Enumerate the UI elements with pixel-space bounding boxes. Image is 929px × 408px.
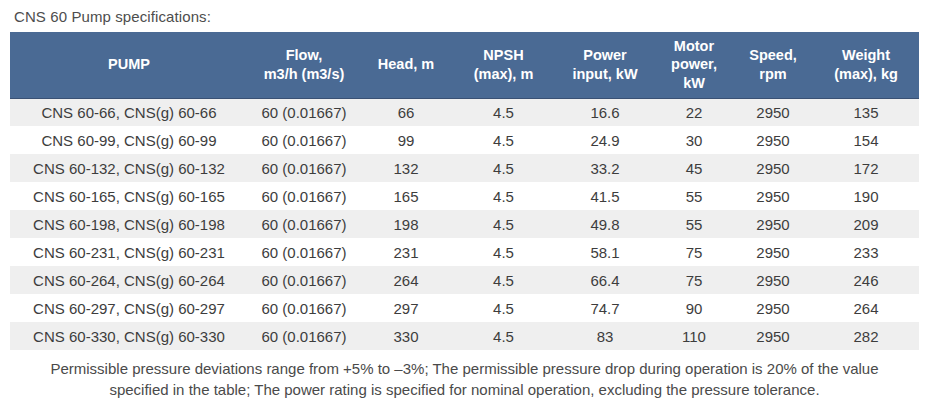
head-cell: 66	[360, 98, 452, 126]
pump-specifications-table: PUMP Flow, m3/h (m3/s) Head, m NPSH (max…	[10, 32, 919, 350]
motor-power-cell: 110	[655, 322, 733, 350]
column-header-pump: PUMP	[10, 32, 248, 98]
speed-cell: 2950	[733, 210, 813, 238]
header-row: PUMP Flow, m3/h (m3/s) Head, m NPSH (max…	[10, 32, 919, 98]
npsh-cell: 4.5	[452, 238, 555, 266]
npsh-cell: 4.5	[452, 210, 555, 238]
column-header-head: Head, m	[360, 32, 452, 98]
column-header-motor-power: Motor power, kW	[655, 32, 733, 98]
table-body: CNS 60-66, CNS(g) 60-6660 (0.01667)664.5…	[10, 98, 919, 350]
footnote: Permissible pressure deviations range fr…	[10, 359, 919, 400]
column-header-speed: Speed, rpm	[733, 32, 813, 98]
motor-power-cell: 22	[655, 98, 733, 126]
pump-name-cell: CNS 60-165, CNS(g) 60-165	[10, 182, 248, 210]
motor-power-cell: 75	[655, 266, 733, 294]
motor-power-cell: 75	[655, 238, 733, 266]
flow-cell: 60 (0.01667)	[248, 154, 360, 182]
table-row: CNS 60-99, CNS(g) 60-9960 (0.01667)994.5…	[10, 126, 919, 154]
weight-cell: 209	[813, 210, 919, 238]
pump-name-cell: CNS 60-66, CNS(g) 60-66	[10, 98, 248, 126]
weight-cell: 190	[813, 182, 919, 210]
head-cell: 132	[360, 154, 452, 182]
npsh-cell: 4.5	[452, 98, 555, 126]
speed-cell: 2950	[733, 238, 813, 266]
power-input-cell: 74.7	[555, 294, 655, 322]
motor-power-cell: 30	[655, 126, 733, 154]
flow-cell: 60 (0.01667)	[248, 322, 360, 350]
flow-cell: 60 (0.01667)	[248, 182, 360, 210]
weight-cell: 246	[813, 266, 919, 294]
npsh-cell: 4.5	[452, 322, 555, 350]
power-input-cell: 58.1	[555, 238, 655, 266]
power-input-cell: 24.9	[555, 126, 655, 154]
speed-cell: 2950	[733, 126, 813, 154]
pump-name-cell: CNS 60-264, CNS(g) 60-264	[10, 266, 248, 294]
head-cell: 99	[360, 126, 452, 154]
power-input-cell: 66.4	[555, 266, 655, 294]
npsh-cell: 4.5	[452, 154, 555, 182]
flow-cell: 60 (0.01667)	[248, 294, 360, 322]
table-row: CNS 60-165, CNS(g) 60-16560 (0.01667)165…	[10, 182, 919, 210]
pump-name-cell: CNS 60-99, CNS(g) 60-99	[10, 126, 248, 154]
head-cell: 198	[360, 210, 452, 238]
table-row: CNS 60-198, CNS(g) 60-19860 (0.01667)198…	[10, 210, 919, 238]
speed-cell: 2950	[733, 154, 813, 182]
table-header: PUMP Flow, m3/h (m3/s) Head, m NPSH (max…	[10, 32, 919, 98]
head-cell: 330	[360, 322, 452, 350]
pump-name-cell: CNS 60-132, CNS(g) 60-132	[10, 154, 248, 182]
column-header-power-input: Power input, kW	[555, 32, 655, 98]
weight-cell: 154	[813, 126, 919, 154]
page: CNS 60 Pump specifications: PUMP Flow, m…	[0, 0, 929, 408]
head-cell: 231	[360, 238, 452, 266]
head-cell: 165	[360, 182, 452, 210]
speed-cell: 2950	[733, 294, 813, 322]
motor-power-cell: 90	[655, 294, 733, 322]
power-input-cell: 83	[555, 322, 655, 350]
flow-cell: 60 (0.01667)	[248, 266, 360, 294]
power-input-cell: 49.8	[555, 210, 655, 238]
motor-power-cell: 55	[655, 182, 733, 210]
speed-cell: 2950	[733, 322, 813, 350]
flow-cell: 60 (0.01667)	[248, 126, 360, 154]
table-row: CNS 60-330, CNS(g) 60-33060 (0.01667)330…	[10, 322, 919, 350]
speed-cell: 2950	[733, 182, 813, 210]
head-cell: 297	[360, 294, 452, 322]
table-row: CNS 60-264, CNS(g) 60-26460 (0.01667)264…	[10, 266, 919, 294]
column-header-flow: Flow, m3/h (m3/s)	[248, 32, 360, 98]
motor-power-cell: 45	[655, 154, 733, 182]
weight-cell: 233	[813, 238, 919, 266]
column-header-npsh: NPSH (max), m	[452, 32, 555, 98]
power-input-cell: 16.6	[555, 98, 655, 126]
npsh-cell: 4.5	[452, 266, 555, 294]
table-row: CNS 60-231, CNS(g) 60-23160 (0.01667)231…	[10, 238, 919, 266]
speed-cell: 2950	[733, 266, 813, 294]
flow-cell: 60 (0.01667)	[248, 98, 360, 126]
table-row: CNS 60-66, CNS(g) 60-6660 (0.01667)664.5…	[10, 98, 919, 126]
pump-name-cell: CNS 60-231, CNS(g) 60-231	[10, 238, 248, 266]
npsh-cell: 4.5	[452, 126, 555, 154]
weight-cell: 135	[813, 98, 919, 126]
flow-cell: 60 (0.01667)	[248, 210, 360, 238]
pump-name-cell: CNS 60-198, CNS(g) 60-198	[10, 210, 248, 238]
speed-cell: 2950	[733, 98, 813, 126]
page-title: CNS 60 Pump specifications:	[14, 8, 919, 25]
weight-cell: 264	[813, 294, 919, 322]
power-input-cell: 41.5	[555, 182, 655, 210]
power-input-cell: 33.2	[555, 154, 655, 182]
flow-cell: 60 (0.01667)	[248, 238, 360, 266]
pump-name-cell: CNS 60-297, CNS(g) 60-297	[10, 294, 248, 322]
pump-name-cell: CNS 60-330, CNS(g) 60-330	[10, 322, 248, 350]
table-row: CNS 60-297, CNS(g) 60-29760 (0.01667)297…	[10, 294, 919, 322]
weight-cell: 172	[813, 154, 919, 182]
head-cell: 264	[360, 266, 452, 294]
column-header-weight: Weight (max), kg	[813, 32, 919, 98]
npsh-cell: 4.5	[452, 182, 555, 210]
npsh-cell: 4.5	[452, 294, 555, 322]
table-row: CNS 60-132, CNS(g) 60-13260 (0.01667)132…	[10, 154, 919, 182]
weight-cell: 282	[813, 322, 919, 350]
motor-power-cell: 55	[655, 210, 733, 238]
